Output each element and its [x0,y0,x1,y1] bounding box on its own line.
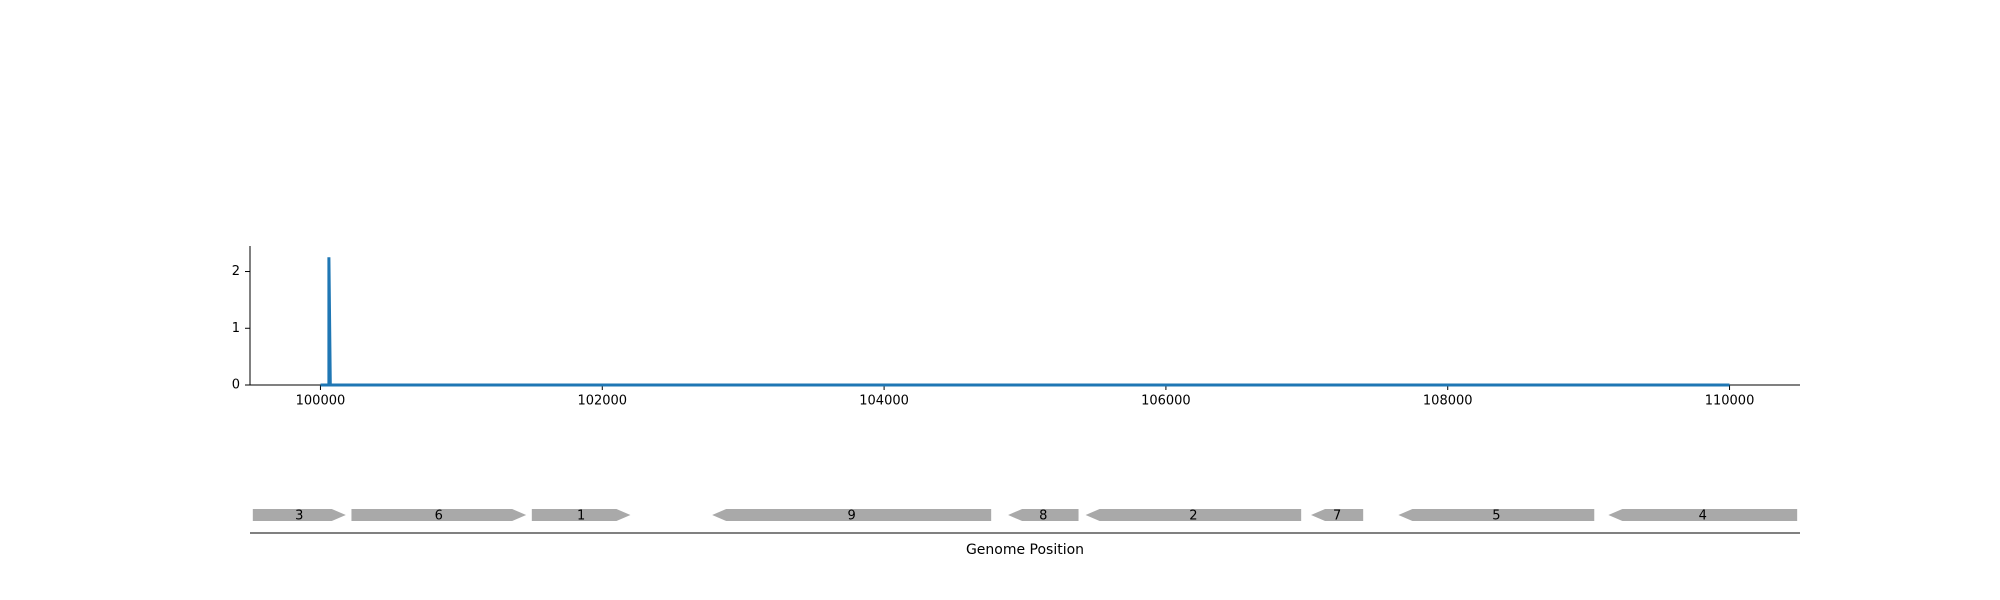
gene-label: 9 [848,509,856,524]
gene-arrow [1008,509,1079,521]
gene-arrow [252,509,346,521]
gene-label: 8 [1039,509,1047,524]
gene-track-xlabel: Genome Position [966,542,1084,558]
y-tick-label: 2 [232,264,240,279]
gene-label: 4 [1699,509,1707,524]
x-tick-label: 106000 [1141,394,1191,409]
y-tick-label: 0 [232,378,240,393]
gene-arrow [1311,509,1364,521]
gene-track: 3 6 1 9 8 2 7 5 4 Genome Position [250,509,1800,558]
gene-label: 2 [1189,509,1197,524]
gene-arrow [531,509,631,521]
gene-label: 5 [1492,509,1500,524]
x-tick-label: 100000 [296,394,346,409]
genes: 3 6 1 9 8 2 7 5 4 [252,509,1798,524]
x-tick-label: 102000 [577,394,627,409]
x-tick-label: 110000 [1705,394,1755,409]
gene-arrow [351,509,527,521]
gene-arrow [1085,509,1302,521]
x-tick-label: 108000 [1423,394,1473,409]
gene-label: 1 [577,509,585,524]
x-tick-label: 104000 [859,394,909,409]
gene-label: 6 [435,509,443,524]
gene-label: 7 [1333,509,1341,524]
gene-arrow [1398,509,1595,521]
x-ticks: 100000 102000 104000 106000 108000 110000 [296,385,1755,409]
coverage-line [320,257,1730,387]
gene-arrow [712,509,992,521]
gene-arrow [1608,509,1798,521]
coverage-plot: 100000 102000 104000 106000 108000 110000 0 1 2 [232,246,1800,409]
gene-label: 3 [295,509,303,524]
y-ticks: 0 1 2 [232,264,250,393]
y-tick-label: 1 [232,321,240,336]
